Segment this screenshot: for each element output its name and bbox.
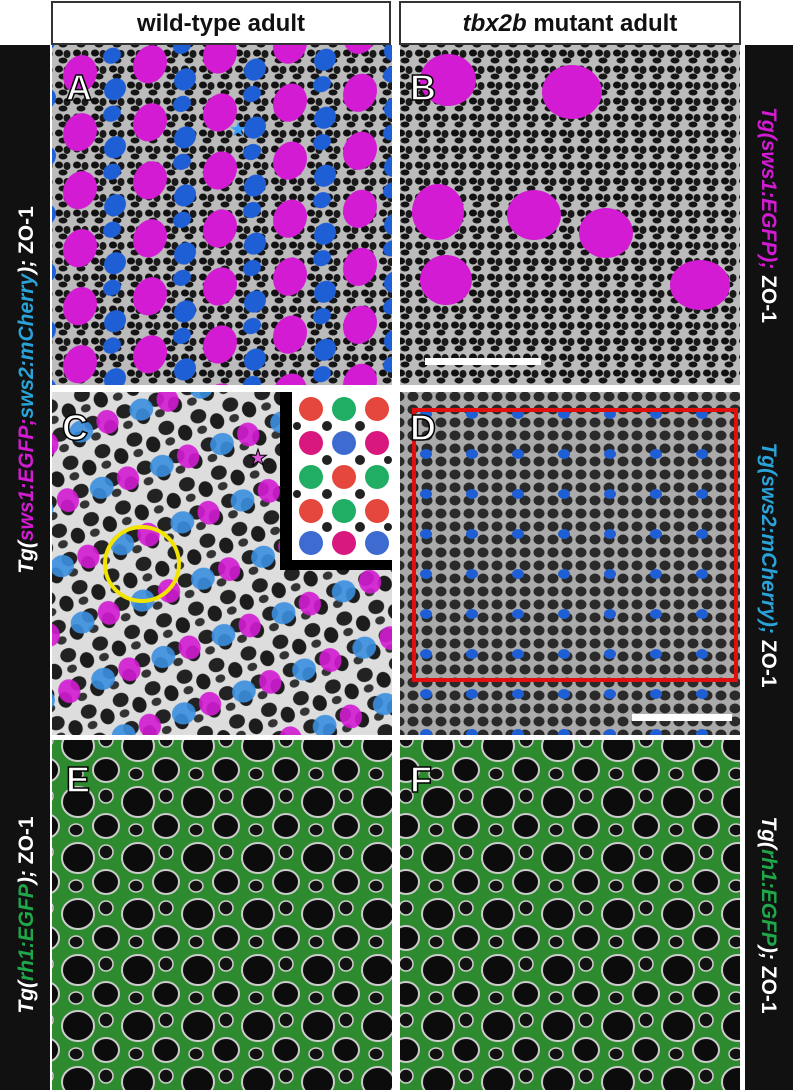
label-part: ); [757, 253, 780, 269]
label-part: ZO-1 [757, 269, 780, 323]
side-strip [745, 45, 793, 1090]
panel-a: ★ [52, 45, 392, 385]
panel-letter: C [62, 407, 88, 448]
inset-diagram [293, 397, 392, 555]
label-part: ); [757, 618, 780, 634]
side-strip [0, 45, 50, 1090]
label-part: ZO-1 [757, 960, 780, 1014]
scale-bar [425, 358, 541, 365]
svg-text:★: ★ [229, 119, 247, 141]
header-rest: mutant adult [527, 10, 678, 37]
label-part: ZO-1 [15, 206, 38, 260]
label-part: sws1:EGFP [757, 140, 780, 257]
panel-d [400, 392, 740, 735]
svg-text:★: ★ [248, 445, 268, 470]
panel-c: ★ [52, 392, 392, 735]
side-label: Tg(sws2:mCherry); ZO-1 [757, 442, 780, 687]
label-part: ); [15, 870, 38, 886]
label-part: ); [757, 944, 780, 960]
panel-letter: A [66, 67, 92, 108]
label-part: Tg( [757, 107, 780, 142]
highlight-circle [103, 525, 181, 603]
panel-b [400, 45, 740, 385]
header-box [51, 1, 391, 45]
label-part: ZO-1 [757, 634, 780, 688]
side-label: Tg(rh1:EGFP); ZO-1 [757, 816, 780, 1014]
label-part: Tg( [15, 979, 38, 1014]
label-part: ); [15, 260, 38, 276]
label-part: sws2:mCherry [15, 273, 38, 419]
scale-bar [632, 714, 732, 721]
label-part: sws1:EGFP [15, 425, 38, 542]
header-box [399, 1, 741, 45]
label-part: ; [15, 419, 38, 426]
label-part: sws2:mCherry [757, 475, 780, 621]
gene: tbx2b [463, 10, 527, 37]
side-label: Tg(sws1:EGFP); ZO-1 [757, 107, 780, 323]
panel-letter: B [410, 67, 436, 108]
side-label: Tg(sws1:EGFP;sws2:mCherry); ZO-1 [15, 206, 38, 574]
header-left: wild-type adult [136, 10, 305, 37]
label-part: rh1:EGFP [757, 849, 780, 947]
label-part: Tg( [15, 539, 38, 574]
label-part: Tg( [757, 816, 780, 851]
label-part: ZO-1 [15, 816, 38, 870]
label-part: rh1:EGFP [15, 883, 38, 981]
panel-e [52, 740, 392, 1090]
region-box [412, 408, 738, 682]
label-part: Tg( [757, 442, 780, 477]
panel-letter: E [66, 759, 90, 800]
panel-f [400, 740, 740, 1090]
panel-letter: D [410, 407, 436, 448]
header-right: tbx2b mutant adult [463, 10, 678, 37]
panel-letter: F [410, 759, 432, 800]
side-label: Tg(rh1:EGFP); ZO-1 [15, 816, 38, 1014]
